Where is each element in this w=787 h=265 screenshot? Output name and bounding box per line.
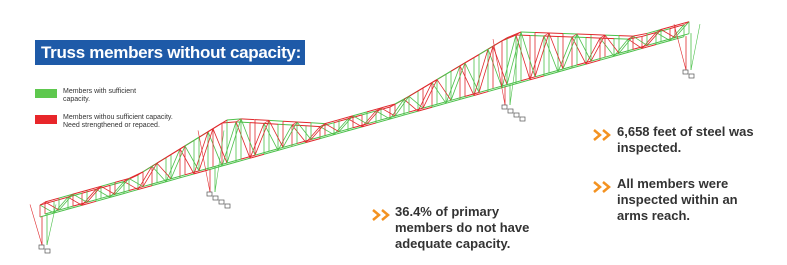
truss-member xyxy=(563,34,577,69)
support xyxy=(45,249,50,253)
truss-member xyxy=(47,204,56,245)
legend-text: Members withou sufficient capacity. Need… xyxy=(63,114,173,130)
truss-member xyxy=(283,121,297,122)
chevron xyxy=(372,209,392,221)
truss-member xyxy=(157,163,171,178)
truss-member xyxy=(510,39,519,105)
truss-member xyxy=(691,24,700,70)
truss-member xyxy=(516,35,530,36)
truss-member xyxy=(563,34,577,35)
truss-member xyxy=(502,35,516,88)
support xyxy=(689,74,694,78)
truss-member xyxy=(451,63,465,100)
truss-member xyxy=(404,99,418,111)
truss-member xyxy=(521,32,535,33)
truss-member xyxy=(199,129,213,171)
truss-member xyxy=(437,80,451,101)
truss-member xyxy=(213,120,227,129)
truss-member xyxy=(605,35,619,36)
truss-member xyxy=(297,122,311,140)
truss-member xyxy=(577,34,591,35)
legend-text: Members with sufficient capacity. xyxy=(63,88,163,104)
truss-member xyxy=(605,35,619,53)
truss-member xyxy=(446,66,460,103)
truss-member xyxy=(171,146,185,179)
truss-member xyxy=(591,35,605,61)
truss-member xyxy=(311,123,325,124)
truss-member xyxy=(549,33,563,69)
truss-member xyxy=(535,33,549,77)
truss-member xyxy=(297,122,311,123)
truss-member xyxy=(558,37,572,38)
truss-member xyxy=(157,155,171,164)
support xyxy=(520,117,525,121)
truss-member xyxy=(465,63,479,93)
truss-member xyxy=(241,119,255,120)
truss-member xyxy=(250,123,264,124)
truss-member xyxy=(194,132,208,174)
support xyxy=(514,113,519,117)
truss-member xyxy=(614,39,628,40)
truss-member xyxy=(521,32,535,77)
truss-member xyxy=(549,33,563,34)
truss-member xyxy=(465,55,479,63)
truss-member xyxy=(222,122,236,166)
bullet-text: All members were inspected within an arm… xyxy=(617,176,747,224)
truss-member xyxy=(544,36,558,37)
truss-member xyxy=(129,172,143,179)
truss-member xyxy=(493,39,505,105)
chevron xyxy=(593,129,613,141)
truss-member xyxy=(586,38,600,39)
truss-member xyxy=(255,120,269,155)
truss-member xyxy=(619,36,633,37)
truss-member xyxy=(493,38,507,46)
title-banner: Truss members without capacity: xyxy=(35,40,305,65)
truss-member xyxy=(269,120,283,121)
truss-member xyxy=(591,35,605,36)
truss-member xyxy=(278,124,292,125)
truss-member xyxy=(306,126,320,127)
support xyxy=(502,105,507,109)
legend-swatch-red xyxy=(35,115,57,124)
truss-member xyxy=(227,119,241,163)
support xyxy=(683,70,688,74)
support xyxy=(508,109,513,113)
truss-member xyxy=(437,71,451,79)
infographic: Truss members without capacity: Members … xyxy=(0,0,787,265)
truss-member xyxy=(530,36,544,37)
legend-swatch-green xyxy=(35,89,57,98)
bullet-text: 6,658 feet of steel was inspected. xyxy=(617,124,757,156)
truss-member xyxy=(236,122,250,123)
bullet-text: 36.4% of primary members do not have ade… xyxy=(395,204,545,252)
truss-member xyxy=(241,119,255,155)
support xyxy=(207,192,212,196)
truss-member xyxy=(530,36,544,80)
support xyxy=(213,196,218,200)
truss-member xyxy=(215,130,224,192)
truss-member xyxy=(185,146,199,171)
truss-member xyxy=(409,88,423,96)
truss-member xyxy=(185,137,199,146)
truss-member xyxy=(409,96,423,108)
truss-member xyxy=(535,33,549,34)
support xyxy=(225,204,230,208)
chevron xyxy=(593,181,613,193)
truss-member xyxy=(255,120,269,121)
support xyxy=(219,200,224,204)
support xyxy=(39,245,44,249)
